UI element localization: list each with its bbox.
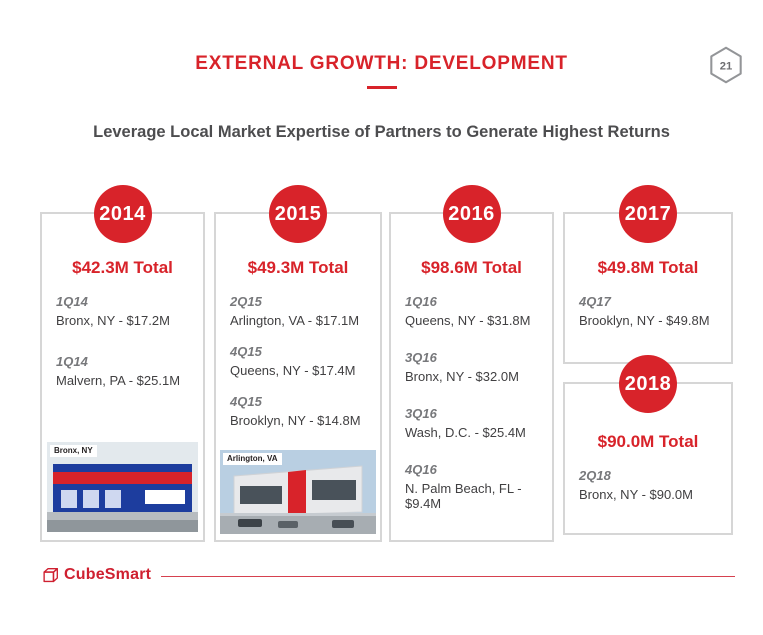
entry-detail: Brooklyn, NY - $14.8M xyxy=(230,413,361,428)
list-item: 4Q17 Brooklyn, NY - $49.8M xyxy=(579,294,717,328)
entry-list: 1Q14 Bronx, NY - $17.2M 1Q14 Malvern, PA… xyxy=(42,294,203,388)
year-box-2014: 2014 $42.3M Total 1Q14 Bronx, NY - $17.2… xyxy=(40,185,205,542)
quarter-label: 1Q14 xyxy=(56,354,88,369)
year-label: 2016 xyxy=(448,202,495,225)
year-box-2016: 2016 $98.6M Total 1Q16 Queens, NY - $31.… xyxy=(389,185,554,542)
entry-detail: Queens, NY - $17.4M xyxy=(230,363,356,378)
entry-detail: Malvern, PA - $25.1M xyxy=(56,373,181,388)
entry-detail: N. Palm Beach, FL - $9.4M xyxy=(405,481,522,511)
entry-detail: Arlington, VA - $17.1M xyxy=(230,313,360,328)
year-total: $42.3M Total xyxy=(72,258,173,277)
list-item: 1Q14 Malvern, PA - $25.1M xyxy=(56,354,189,388)
entry-detail: Bronx, NY - $17.2M xyxy=(56,313,170,328)
year-box-2018: 2018 $90.0M Total 2Q18 Bronx, NY - $90.0… xyxy=(563,355,733,535)
quarter-label: 4Q15 xyxy=(230,344,262,359)
year-badge-2018: 2018 xyxy=(619,355,677,413)
quarter-label: 4Q15 xyxy=(230,394,262,409)
entry-detail: Brooklyn, NY - $49.8M xyxy=(579,313,710,328)
entry-detail: Wash, D.C. - $25.4M xyxy=(405,425,526,440)
year-total: $49.8M Total xyxy=(597,258,699,277)
year-badge-2014: 2014 xyxy=(93,185,152,243)
footer: CubeSmart xyxy=(42,566,735,584)
list-item: 3Q16 Wash, D.C. - $25.4M xyxy=(405,406,538,440)
bronx-building-illustration xyxy=(47,442,198,532)
entry-detail: Queens, NY - $31.8M xyxy=(405,313,531,328)
slide-subtitle: Leverage Local Market Expertise of Partn… xyxy=(93,123,670,141)
list-item: 2Q15 Arlington, VA - $17.1M xyxy=(230,294,366,328)
quarter-label: 1Q16 xyxy=(405,294,437,309)
cube-icon xyxy=(43,567,58,582)
year-badge-2016: 2016 xyxy=(442,185,501,243)
year-total: $49.3M Total xyxy=(247,258,349,277)
year-badge-2015: 2015 xyxy=(269,185,327,243)
list-item: 4Q15 Queens, NY - $17.4M xyxy=(230,344,366,378)
year-total: $90.0M Total xyxy=(597,432,699,451)
quarter-label: 2Q15 xyxy=(230,294,262,309)
arlington-building-illustration xyxy=(220,450,376,534)
page-title: EXTERNAL GROWTH: DEVELOPMENT xyxy=(195,53,568,74)
entry-list: 4Q17 Brooklyn, NY - $49.8M xyxy=(565,294,731,328)
quarter-label: 3Q16 xyxy=(405,350,437,365)
photo-caption: Arlington, VA xyxy=(223,453,282,465)
list-item: 1Q14 Bronx, NY - $17.2M xyxy=(56,294,189,328)
list-item: 2Q18 Bronx, NY - $90.0M xyxy=(579,468,717,502)
photo-caption: Bronx, NY xyxy=(50,445,97,457)
list-item: 1Q16 Queens, NY - $31.8M xyxy=(405,294,538,328)
page-number: 21 xyxy=(720,60,732,72)
year-label: 2018 xyxy=(624,372,672,395)
arlington-property-photo: Arlington, VA xyxy=(220,450,376,534)
year-label: 2014 xyxy=(99,202,146,225)
entry-detail: Bronx, NY - $90.0M xyxy=(579,487,693,502)
bronx-property-photo: Bronx, NY xyxy=(47,442,198,532)
quarter-label: 4Q17 xyxy=(579,294,611,309)
year-total: $98.6M Total xyxy=(421,258,522,277)
entry-list: 1Q16 Queens, NY - $31.8M 3Q16 Bronx, NY … xyxy=(391,294,552,511)
list-item: 4Q15 Brooklyn, NY - $14.8M xyxy=(230,394,366,428)
year-badge-2017: 2017 xyxy=(619,185,677,243)
list-item: 3Q16 Bronx, NY - $32.0M xyxy=(405,350,538,384)
quarter-label: 1Q14 xyxy=(56,294,88,309)
list-item: 4Q16 N. Palm Beach, FL - $9.4M xyxy=(405,462,538,511)
year-box-2015: 2015 $49.3M Total 2Q15 Arlington, VA - $… xyxy=(214,185,382,542)
year-box-2017: 2017 $49.8M Total 4Q17 Brooklyn, NY - $4… xyxy=(563,185,733,364)
cubesmart-logo: CubeSmart xyxy=(42,566,151,584)
entry-detail: Bronx, NY - $32.0M xyxy=(405,369,519,384)
year-label: 2017 xyxy=(624,202,672,225)
logo-wordmark: CubeSmart xyxy=(64,566,152,583)
year-label: 2015 xyxy=(274,202,322,225)
quarter-label: 4Q16 xyxy=(405,462,437,477)
entry-list: 2Q18 Bronx, NY - $90.0M xyxy=(565,468,731,502)
footer-rule xyxy=(161,576,735,577)
entry-list: 2Q15 Arlington, VA - $17.1M 4Q15 Queens,… xyxy=(216,294,380,428)
quarter-label: 3Q16 xyxy=(405,406,437,421)
title-underline xyxy=(366,86,397,89)
quarter-label: 2Q18 xyxy=(579,468,611,483)
page-number-hexagon-icon: 21 xyxy=(710,46,742,84)
